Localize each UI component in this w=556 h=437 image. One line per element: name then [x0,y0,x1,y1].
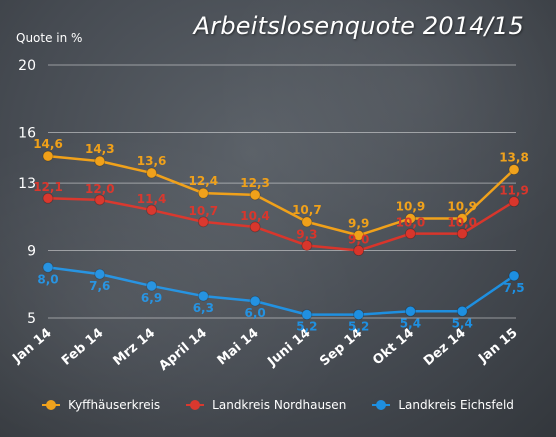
data-point [456,228,468,240]
data-label: 11,9 [499,184,529,198]
data-point [42,150,54,162]
series-line [47,266,515,316]
legend-item: Landkreis Nordhausen [186,398,346,412]
data-label: 8,0 [37,272,58,286]
data-label: 13,6 [137,154,167,168]
legend-swatch [372,400,391,410]
data-point [249,295,261,307]
data-label: 10,9 [447,199,477,213]
data-point [405,228,416,240]
legend-swatch [42,400,61,410]
data-label: 6,0 [244,306,265,320]
x-tick-label: Feb 14 [59,326,106,369]
data-point [301,240,313,251]
y-tick-label: 9 [27,244,36,260]
legend: Kyffhäuserkreis Landkreis Nordhausen Landk… [0,398,556,412]
data-label: 9,9 [348,216,369,230]
y-tick-label: 5 [27,311,36,327]
data-point [197,290,209,302]
data-point [508,164,520,175]
data-point [197,187,209,199]
data-label: 10,7 [292,203,322,217]
data-label: 10,4 [240,209,270,223]
data-point [146,167,157,179]
data-point [508,196,520,208]
legend-swatch [186,400,205,410]
data-point [146,280,157,292]
data-label: 12,4 [189,174,219,188]
x-tick-label: Jan 15 [475,326,520,367]
data-label: 6,3 [193,301,214,315]
data-label: 14,6 [33,137,63,151]
data-label: 12,3 [240,176,270,190]
data-label: 10,9 [396,199,426,213]
legend-marker [376,400,387,410]
data-point [301,309,313,321]
chart-title: Arbeitslosenquote 2014/15 [193,12,524,40]
data-point [353,245,365,256]
data-label: 13,8 [499,151,529,165]
data-point [94,194,106,206]
data-label: 7,6 [89,279,110,293]
data-point [456,213,468,224]
data-point [301,216,313,228]
x-tick-label: Okt 14 [370,326,417,369]
y-axis-label: Quote in % [16,31,83,45]
data-label: 5,2 [348,320,369,334]
data-point [456,305,468,317]
x-tick-label: Mrz 14 [111,326,159,369]
series-line [47,196,515,252]
series-line [47,154,515,237]
x-tick-label: Jan 14 [9,326,54,367]
legend-marker [46,400,57,410]
data-point [405,213,416,224]
x-tick-label: April 14 [156,326,210,374]
legend-label: Landkreis Eichsfeld [398,398,514,412]
data-point [42,192,54,204]
data-label: 7,5 [503,281,524,295]
x-tick-label: Mai 14 [215,326,262,369]
legend-item: Landkreis Eichsfeld [372,398,514,412]
data-label: 9,0 [348,233,369,247]
data-point [249,189,261,201]
legend-label: Landkreis Nordhausen [212,398,347,412]
legend-label: Kyffhäuserkreis [68,398,161,412]
y-tick-label: 20 [18,58,36,74]
data-point [353,309,365,321]
data-label: 5,4 [452,316,473,330]
data-point [42,261,54,273]
data-label: 14,3 [85,142,115,156]
data-label: 10,7 [189,204,219,218]
data-point [405,305,416,317]
data-point [353,229,365,241]
data-label: 10,0 [447,216,477,230]
legend-item: Kyffhäuserkreis [42,398,160,412]
data-point [197,216,209,228]
x-tick-label: Dez 14 [421,326,469,369]
data-label: 5,4 [400,316,421,330]
y-tick-label: 16 [18,125,36,141]
data-label: 11,4 [137,192,167,206]
data-label: 9,3 [296,227,317,241]
data-label: 5,2 [296,320,317,334]
data-point [508,270,520,282]
data-point [94,155,106,167]
y-tick-label: 13 [18,176,36,192]
data-label: 10,0 [396,216,426,230]
data-point [146,204,157,216]
data-label: 12,0 [85,182,115,196]
data-label: 12,1 [33,180,63,194]
data-point [94,268,106,280]
legend-marker [190,400,201,410]
data-point [249,221,261,233]
data-label: 6,9 [141,291,162,305]
